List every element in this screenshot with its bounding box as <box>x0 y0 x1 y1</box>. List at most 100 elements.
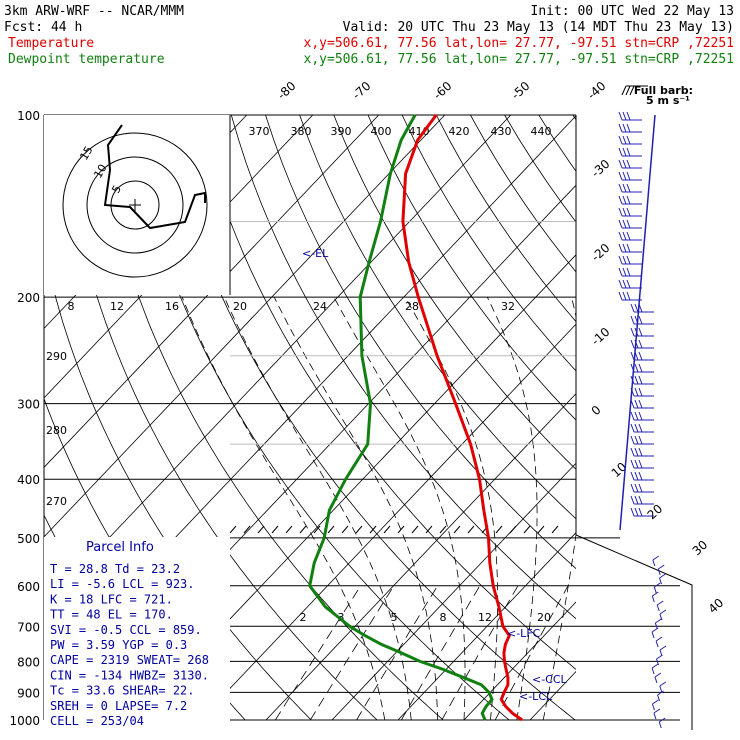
wind-barb <box>630 327 654 337</box>
scale-tick <box>257 525 265 534</box>
theta-label: 440 <box>531 125 552 138</box>
temperature-point <box>503 652 505 654</box>
pressure-tick-label: 600 <box>17 580 40 594</box>
isotherm-line <box>397 532 576 720</box>
dewpoint-point <box>309 585 311 587</box>
dewpoint-point <box>367 443 369 445</box>
dewpoint-point <box>485 705 487 708</box>
dewpoint-point <box>401 652 403 654</box>
dewpoint-point <box>328 509 330 511</box>
scale-tick <box>285 525 293 534</box>
pressure-tick-label: 700 <box>17 620 40 634</box>
theta-e-label: 8 <box>68 300 75 313</box>
scale-tick <box>467 525 475 534</box>
pressure-tick-label: 500 <box>17 532 40 546</box>
dewpoint-profile <box>308 114 494 721</box>
wind-barb <box>659 573 666 585</box>
lfc-marker: <-LFC <box>507 627 541 640</box>
temperature-tick-label: 20 <box>645 502 666 523</box>
legend-temperature-label: Temperature <box>8 36 94 51</box>
isotherm-line <box>265 393 576 720</box>
temperature-tick-label: -80 <box>275 79 299 103</box>
dewpoint-point <box>442 668 444 671</box>
wind-barb <box>630 495 654 505</box>
barb-legend-line1: Full barb: <box>634 84 693 97</box>
parcel-info-title: Parcel Info <box>86 540 154 555</box>
wind-barb <box>618 135 642 145</box>
pressure-tick-label: 300 <box>17 398 40 412</box>
pressure-tick-label: 800 <box>17 655 40 669</box>
wind-barb <box>630 423 654 433</box>
wind-barb <box>618 219 642 229</box>
init-time: Init: 00 UTC Wed 22 May 13 <box>531 4 735 19</box>
theta-label: 420 <box>449 125 470 138</box>
pressure-tick-label: 900 <box>17 686 40 700</box>
parcel-info-row: CAPE = 2319 SWEAT= 268 <box>50 653 209 667</box>
temperature-tick-label: -20 <box>589 241 613 265</box>
dewpoint-point <box>400 139 402 141</box>
dry-adiabat <box>401 115 576 372</box>
mixing-ratio-label: 5 <box>391 611 398 624</box>
model-title: 3km ARW-WRF -- NCAR/MMM <box>4 4 184 19</box>
dewpoint-point <box>364 634 366 637</box>
wind-barb <box>618 159 642 169</box>
temperature-tick-label: 0 <box>589 403 604 419</box>
dewpoint-point <box>491 698 493 701</box>
isotherm-line <box>596 115 740 720</box>
parcel-info-background <box>44 537 230 730</box>
temperature-tick-label: -70 <box>350 79 374 103</box>
isotherm-line <box>199 323 576 720</box>
temperature-point <box>417 296 419 298</box>
temperature-tick-label: -60 <box>431 79 455 103</box>
isotherm-line <box>44 115 512 607</box>
hodograph-center <box>129 199 141 211</box>
barb-legend-icon <box>621 85 648 96</box>
wind-barb <box>630 447 654 457</box>
wind-barb <box>652 555 660 567</box>
wind-barb <box>630 375 654 385</box>
temperature-tick-label: 30 <box>690 538 711 559</box>
scale-tick <box>327 525 335 534</box>
wind-barb <box>618 243 642 253</box>
dewpoint-point <box>462 676 464 678</box>
wind-barb <box>630 387 654 397</box>
parcel-info-row: PW = 3.59 YGP = 0.3 <box>50 638 187 652</box>
wind-barb <box>630 315 654 325</box>
temperature-point <box>478 478 481 480</box>
theta-label: 380 <box>291 125 312 138</box>
dewpoint-point <box>380 643 382 646</box>
dry-adiabat <box>367 115 576 421</box>
scale-tick <box>313 525 321 534</box>
theta-e-label: 32 <box>501 300 515 313</box>
temperature-point <box>505 705 507 708</box>
scale-tick <box>495 525 503 534</box>
temperature-tick-label: 40 <box>706 596 727 617</box>
theta-label: 400 <box>371 125 392 138</box>
dewpoint-point <box>345 478 347 480</box>
valid-time: Valid: 20 UTC Thu 23 May 13 (14 MDT Thu … <box>343 20 734 35</box>
dewpoint-point <box>484 719 486 721</box>
isotherm-line <box>331 462 576 720</box>
scale-tick <box>439 525 447 534</box>
wind-barb <box>630 351 654 361</box>
wind-barb <box>630 363 654 373</box>
temperature-point <box>489 562 491 564</box>
pressure-tick-label: 100 <box>17 109 40 123</box>
dry-adiabat <box>94 115 444 720</box>
scale-tick <box>537 525 545 534</box>
temperature-point <box>508 634 510 637</box>
isotherm-line <box>44 115 380 468</box>
dry-adiabat-label: 290 <box>46 350 67 363</box>
wind-barb <box>618 207 642 217</box>
dewpoint-point <box>323 537 325 539</box>
wind-barb <box>656 600 664 612</box>
wind-barb <box>618 123 642 133</box>
temperature-point <box>507 676 509 678</box>
isotherm-line <box>662 115 740 720</box>
parcel-info-row: SVI = -0.5 CCL = 859. <box>50 623 202 637</box>
temperature-point <box>505 668 507 671</box>
isotherm-line <box>463 601 576 720</box>
scale-tick <box>243 525 251 534</box>
temperature-tick-label: -40 <box>585 79 609 103</box>
